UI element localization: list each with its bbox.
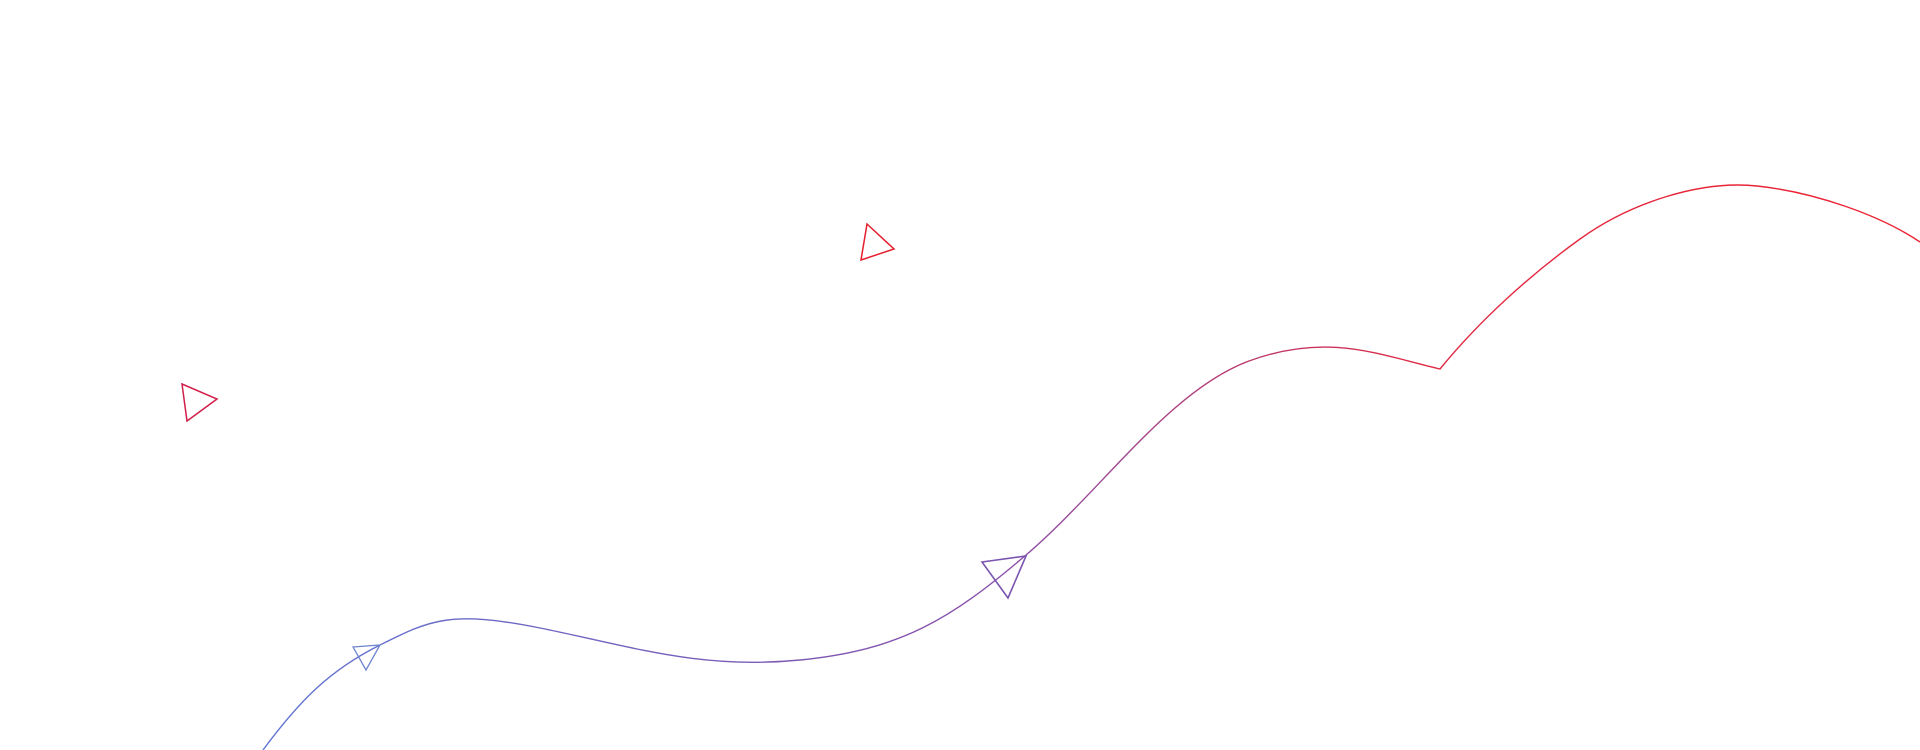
paper-plane bbox=[980, 555, 1028, 600]
paper-plane bbox=[351, 644, 382, 672]
paper-plane bbox=[181, 382, 219, 423]
paper-plane bbox=[860, 222, 896, 262]
flight-path bbox=[262, 184, 1920, 750]
